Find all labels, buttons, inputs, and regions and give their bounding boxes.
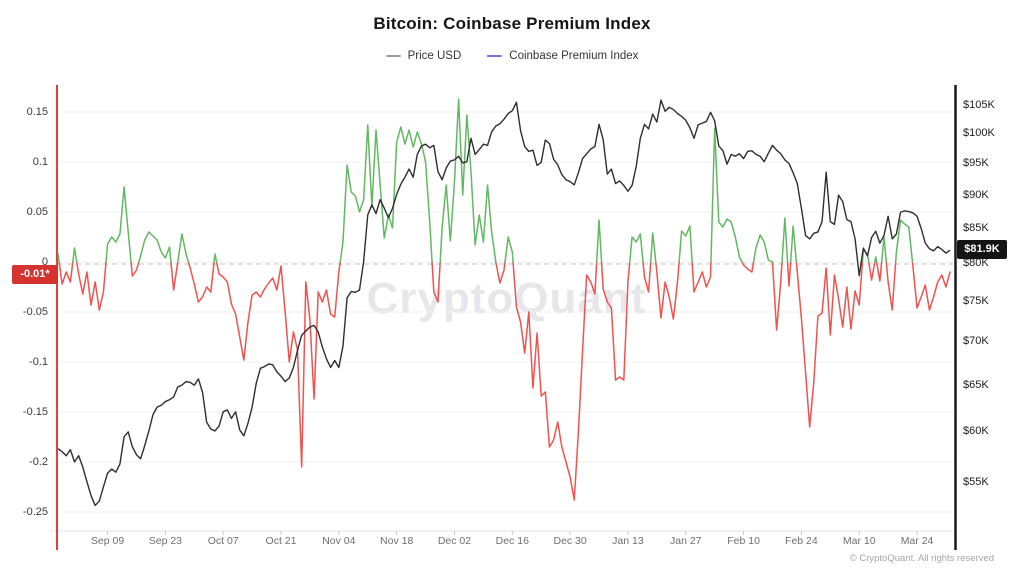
x-axis-tick-label: Oct 21 bbox=[265, 535, 297, 547]
page-title: Bitcoin: Coinbase Premium Index bbox=[373, 14, 651, 33]
x-axis-tick-label: Oct 07 bbox=[207, 535, 239, 547]
y-axis-left-tick-label: -0.1 bbox=[29, 355, 48, 368]
coinbase-premium-line-swatch-icon bbox=[487, 54, 503, 58]
y-axis-left-tick-label: 0.15 bbox=[26, 105, 48, 118]
y-axis-right-tick-label: $80K bbox=[963, 257, 989, 270]
y-axis-left-tick-label: -0.2 bbox=[29, 455, 48, 468]
x-axis-tick-label: Dec 02 bbox=[437, 535, 472, 547]
y-axis-left-tick-label: -0.05 bbox=[22, 305, 48, 318]
chart-legend: Price USD Coinbase Premium Index bbox=[0, 50, 1024, 62]
coinbase-premium-negative-line bbox=[58, 261, 951, 501]
x-axis-tick-label: Jan 13 bbox=[612, 535, 644, 547]
latest-premium-value-badge: -0.01* bbox=[12, 265, 58, 284]
y-axis-right-tick-label: $60K bbox=[963, 425, 989, 438]
x-axis-tick-label: Sep 23 bbox=[148, 535, 183, 547]
legend-item-price-usd[interactable]: Price USD bbox=[385, 50, 462, 62]
x-axis-tick-label: Feb 24 bbox=[785, 535, 818, 547]
y-axis-right-tick-label: $70K bbox=[963, 335, 989, 348]
y-axis-right-tick-label: $95K bbox=[963, 157, 989, 170]
y-axis-right-tick-label: $75K bbox=[963, 295, 989, 308]
y-axis-left-tick-label: 0.05 bbox=[26, 205, 48, 218]
x-axis-tick-label: Sep 09 bbox=[90, 535, 125, 547]
y-axis-left-tick-label: 0.1 bbox=[32, 155, 48, 168]
legend-label-price-usd: Price USD bbox=[407, 50, 462, 62]
copyright-footer: © CryptoQuant. All rights reserved bbox=[849, 553, 994, 564]
x-axis-tick-label: Feb 10 bbox=[727, 535, 760, 547]
y-axis-right-tick-label: $90K bbox=[963, 188, 989, 201]
x-axis-tick-label: Dec 30 bbox=[553, 535, 587, 547]
x-axis-tick-label: Nov 04 bbox=[322, 535, 356, 547]
y-axis-right-tick-label: $105K bbox=[963, 98, 995, 111]
y-axis-left-tick-label: 0 bbox=[41, 255, 48, 268]
y-axis-left-tick-label: -0.25 bbox=[22, 505, 48, 518]
price-usd-line-swatch-icon bbox=[385, 54, 401, 58]
y-axis-right-tick-label: $85K bbox=[963, 221, 989, 234]
coinbase-premium-positive-line bbox=[57, 98, 914, 263]
price-usd-line bbox=[57, 99, 951, 507]
y-axis-right-tick-label: $55K bbox=[963, 476, 989, 489]
x-axis-tick-label: Dec 16 bbox=[495, 535, 529, 547]
y-axis-right-tick-label: $65K bbox=[963, 378, 989, 391]
legend-item-coinbase-premium[interactable]: Coinbase Premium Index bbox=[487, 50, 638, 62]
x-axis-tick-label: Jan 27 bbox=[669, 535, 702, 547]
x-axis-tick-label: Mar 24 bbox=[900, 535, 934, 547]
x-axis-tick-label: Mar 10 bbox=[842, 535, 876, 547]
x-axis-tick-label: Nov 18 bbox=[380, 535, 414, 547]
legend-label-coinbase-premium: Coinbase Premium Index bbox=[509, 50, 639, 62]
y-axis-right-tick-label: $100K bbox=[963, 127, 995, 140]
latest-price-value-badge: $81.9K bbox=[957, 240, 1007, 259]
y-axis-left-tick-label: -0.15 bbox=[22, 405, 48, 418]
